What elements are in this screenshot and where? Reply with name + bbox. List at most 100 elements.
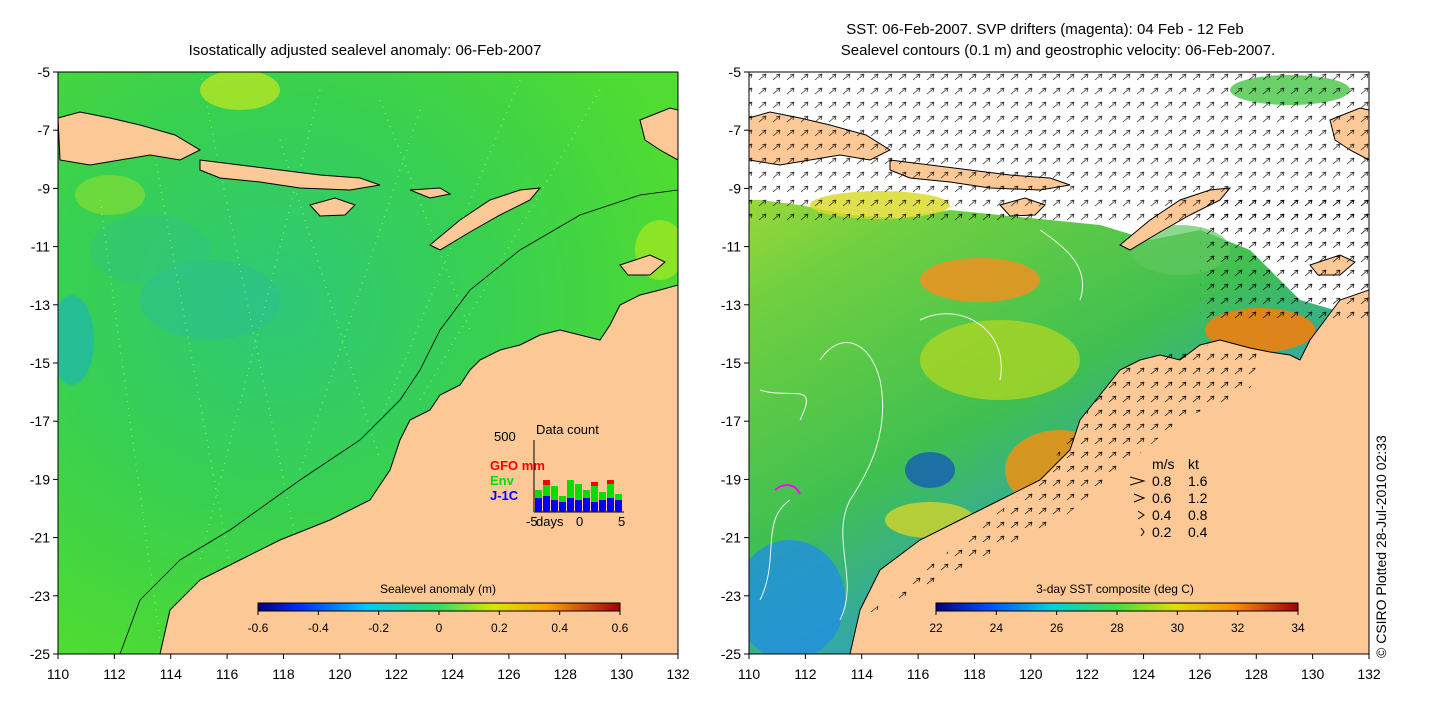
right-panel-title-line1: SST: 06-Feb-2007. SVP drifters (magenta)… — [846, 21, 1243, 38]
island — [619, 254, 666, 276]
sst-warm-patch — [920, 320, 1080, 400]
velocity-legend-arrow — [1140, 527, 1145, 537]
velocity-legend-arrow — [1137, 510, 1145, 520]
velocity-legend-kt: 0.8 — [1188, 507, 1208, 523]
left-ytick-label: -11 — [31, 239, 50, 255]
left-colorbar-tick-label: -0.4 — [308, 621, 329, 635]
left-xtick-label: 116 — [216, 666, 239, 682]
right-xtick-label: 124 — [1132, 666, 1156, 682]
right-colorbar-label: 3-day SST composite (deg C) — [1036, 582, 1194, 596]
velocity-legend-kt: 1.6 — [1188, 473, 1208, 489]
left-ytick-label: -13 — [30, 297, 50, 313]
left-colorbar-scale — [257, 602, 621, 612]
left-xtick-label: 118 — [272, 666, 295, 682]
data-count-title: Data count — [536, 422, 599, 437]
velocity-legend-kt: 0.4 — [1188, 524, 1208, 540]
left-xtick-label: 126 — [497, 666, 521, 682]
lesser-sunda-islands — [199, 159, 381, 191]
credit-text: © CSIRO Plotted 28-Jul-2010 02:33 — [1373, 435, 1389, 658]
right-ytick-label: -25 — [721, 646, 741, 662]
left-ytick-label: -19 — [30, 471, 50, 487]
right-xtick-label: 120 — [1019, 666, 1043, 682]
right-ytick-label: -11 — [722, 239, 741, 255]
left-xtick-label: 124 — [441, 666, 465, 682]
sla-low-patch — [90, 215, 210, 285]
right-colorbar: 3-day SST composite (deg C) 22 24 26 28 30 32… — [929, 582, 1305, 635]
right-map: SST: 06-Feb-2007. SVP drifters (magenta)… — [721, 21, 1381, 682]
left-colorbar-tick-label: 0.2 — [491, 621, 508, 635]
left-y-axis: -5 -7 -9 -11 -13 -15 -17 -19 -21 -23 -25 — [30, 64, 58, 662]
left-colorbar-tick-label: 0.6 — [612, 621, 629, 635]
right-colorbar-tick-label: 32 — [1231, 621, 1245, 635]
velocity-legend-ms: 0.4 — [1152, 507, 1172, 523]
left-ytick-label: -5 — [38, 64, 51, 80]
dc-xtick: -5 — [526, 514, 538, 529]
isobath-contour — [119, 189, 678, 654]
data-count-legend-entry: J-1C — [490, 488, 519, 503]
right-xtick-label: 122 — [1076, 666, 1100, 682]
right-ytick-label: -5 — [729, 64, 742, 80]
right-ytick-label: -21 — [721, 530, 741, 546]
left-panel-title: Isostatically adjusted sealevel anomaly:… — [189, 42, 542, 59]
right-map-area — [749, 72, 1369, 654]
island — [409, 187, 452, 199]
left-ytick-label: -17 — [30, 413, 50, 429]
left-colorbar-tick-label: -0.6 — [248, 621, 269, 635]
velocity-legend: m/s kt 0.8 1.60.6 1.20.4 0.80.2 0.4 — [1129, 456, 1208, 540]
sst-cool-patch — [749, 540, 845, 654]
right-x-axis: 110 112 114 116 118 120 122 124 126 128 130 132 — [738, 654, 1381, 682]
right-colorbar-tick-label: 24 — [990, 621, 1004, 635]
left-ytick-label: -7 — [38, 122, 51, 138]
right-colorbar-tick-label: 26 — [1050, 621, 1064, 635]
velocity-legend-ms: 0.2 — [1152, 524, 1172, 540]
right-colorbar-scale — [935, 602, 1299, 612]
left-xtick-label: 128 — [554, 666, 578, 682]
velocity-legend-ms: 0.8 — [1152, 473, 1172, 489]
sst-cool-patch — [905, 452, 955, 488]
sealevel-contours — [759, 229, 1084, 621]
left-x-axis: 110 112 114 116 118 120 122 124 126 128 130 132 — [47, 654, 690, 682]
left-colorbar-tick-label: -0.2 — [368, 621, 389, 635]
right-xtick-label: 132 — [1357, 666, 1381, 682]
sst-warm-patch — [920, 258, 1040, 302]
velocity-legend-ms-header: m/s — [1152, 456, 1175, 472]
right-panel-title-line2: Sealevel contours (0.1 m) and geostrophi… — [841, 42, 1275, 59]
right-xtick-label: 116 — [907, 666, 930, 682]
velocity-vectors — [749, 72, 1369, 222]
left-ytick-label: -23 — [30, 588, 50, 604]
velocity-legend-kt: 1.2 — [1188, 490, 1208, 506]
left-colorbar-tick-label: 0 — [436, 621, 443, 635]
right-ytick-label: -15 — [721, 355, 741, 371]
left-ytick-label: -21 — [30, 530, 50, 546]
velocity-vectors — [860, 345, 1260, 620]
sla-low-patch — [58, 295, 94, 385]
left-xtick-label: 120 — [328, 666, 352, 682]
left-map-area — [58, 72, 678, 654]
right-colorbar-ticks: 22 24 26 28 30 32 34 — [929, 611, 1305, 635]
right-ytick-label: -13 — [721, 297, 741, 313]
velocity-vectors — [1200, 200, 1369, 320]
right-xtick-label: 112 — [794, 666, 817, 682]
left-colorbar-ticks: -0.6 -0.4 -0.2 0 0.2 0.4 0.6 — [248, 611, 629, 635]
data-count-legend-entry: Env — [490, 473, 515, 488]
sla-high-patch — [200, 72, 280, 110]
left-map: Isostatically adjusted sealevel anomaly:… — [30, 42, 690, 682]
sla-high-patch — [75, 175, 145, 215]
island — [639, 107, 678, 161]
right-ytick-label: -19 — [721, 471, 741, 487]
right-ytick-label: -17 — [721, 413, 741, 429]
left-xtick-label: 132 — [666, 666, 690, 682]
left-xtick-label: 112 — [103, 666, 126, 682]
left-xtick-label: 122 — [385, 666, 409, 682]
right-colorbar-tick-label: 28 — [1110, 621, 1124, 635]
right-ytick-label: -7 — [729, 122, 742, 138]
left-xtick-label: 130 — [610, 666, 634, 682]
altimeter-tracks — [99, 72, 601, 641]
right-colorbar-tick-label: 34 — [1291, 621, 1305, 635]
sla-low-patch — [140, 260, 280, 340]
right-xtick-label: 110 — [738, 666, 761, 682]
timor-island — [429, 187, 542, 251]
